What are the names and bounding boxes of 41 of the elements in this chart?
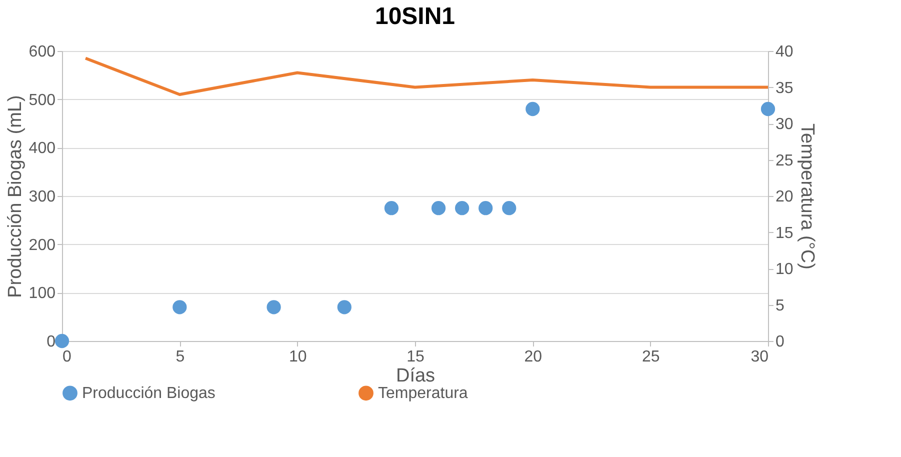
point (384, 201, 399, 216)
y-tick-label: 0 (46, 334, 56, 350)
y2-tick-label: 20 (776, 188, 794, 206)
y-tick-label: 300 (28, 188, 56, 206)
x-tick-label: 30 (750, 348, 769, 366)
chart-title: 10SIN1 (374, 3, 456, 30)
y2-tick-label: 35 (776, 80, 794, 97)
y2-tick-label: 25 (776, 152, 794, 170)
point (454, 201, 470, 216)
point (526, 102, 540, 116)
y2-axis-title: Temperatura (°C) (796, 124, 818, 270)
legend-label: Temperatura (378, 385, 468, 402)
y-axis-title: Producción Biogas (mL) (4, 95, 26, 298)
point (478, 201, 493, 216)
x-axis-title: Días (396, 366, 436, 386)
y-tick-label: 600 (28, 44, 56, 60)
y-tick-label: 500 (28, 92, 56, 109)
x-tick-label: 20 (524, 348, 542, 366)
point (760, 102, 776, 116)
point (54, 334, 70, 348)
y-tick-label: 400 (28, 140, 56, 158)
y2-tick-label: 0 (776, 334, 784, 350)
x-tick-label: 5 (176, 348, 185, 366)
point (337, 300, 352, 314)
y-tick-label: 100 (28, 285, 56, 302)
point (172, 300, 187, 314)
point (431, 201, 446, 216)
y2-tick-label: 10 (776, 261, 794, 278)
y2-tick-label: 40 (776, 44, 794, 60)
x-tick-label: 25 (642, 348, 660, 366)
x-tick-label: 0 (62, 348, 72, 366)
y-tick-label: 200 (28, 236, 56, 254)
point (502, 201, 516, 216)
point (266, 300, 281, 314)
y2-tick-label: 30 (776, 116, 794, 133)
y2-tick-label: 15 (776, 224, 794, 242)
y2-tick-label: 5 (776, 297, 784, 314)
x-tick-label: 10 (288, 348, 307, 366)
legend-label: Producción Biogas (82, 385, 216, 402)
line-series (84, 56, 770, 96)
x-tick-label: 15 (406, 348, 424, 366)
